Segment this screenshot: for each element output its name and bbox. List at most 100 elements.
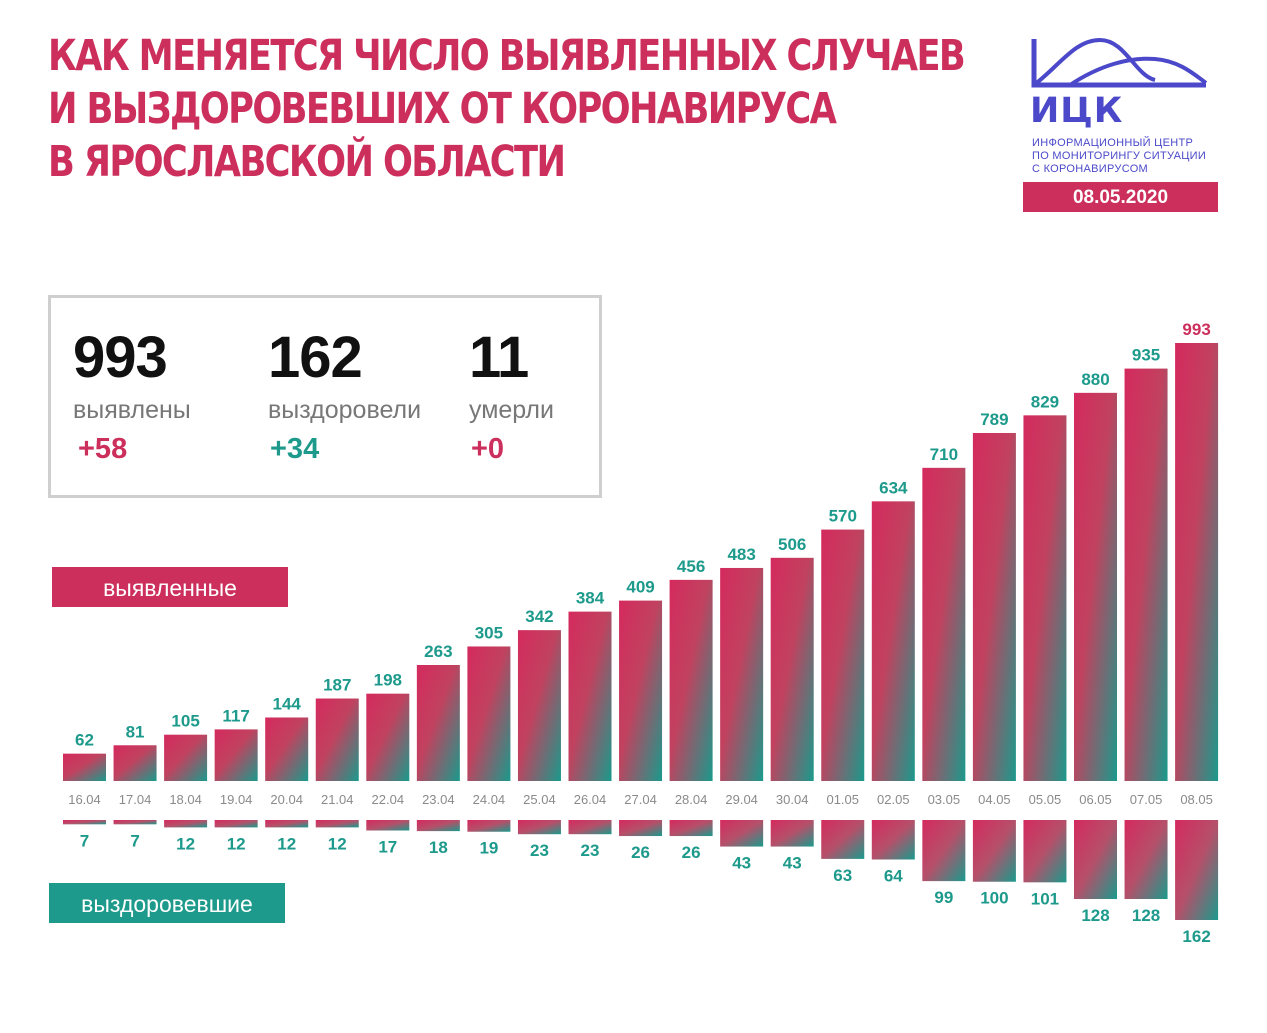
recovered-bar xyxy=(1124,820,1168,900)
detected-bar xyxy=(366,693,410,781)
recovered-value-label: 128 xyxy=(1132,906,1160,925)
logo-sub-line-3: С КОРОНАВИРУСОМ xyxy=(1032,163,1149,175)
logo-sub-line-2: ПО МОНИТОРИНГУ СИТУАЦИИ xyxy=(1032,150,1207,162)
detected-value-label: 263 xyxy=(424,642,452,661)
recovered-value-label: 17 xyxy=(378,837,397,856)
date-tick-label: 06.05 xyxy=(1079,792,1112,807)
detected-value-label: 880 xyxy=(1081,370,1109,389)
date-tick-label: 03.05 xyxy=(928,792,961,807)
detected-value-label: 62 xyxy=(75,731,94,750)
detected-value-label: 198 xyxy=(374,671,402,690)
recovered-bar xyxy=(315,820,359,828)
stat-recovered-value: 162 xyxy=(268,325,363,390)
detected-value-label: 105 xyxy=(171,712,199,731)
date-tick-label: 07.05 xyxy=(1130,792,1163,807)
detected-bars: 62 81 105 117 144 187 198 263 305 342 384 409 456 483… xyxy=(63,320,1219,781)
detected-bar xyxy=(619,600,663,781)
legend-recovered: выздоровевшие xyxy=(49,883,285,923)
detected-bar xyxy=(972,432,1016,781)
recovered-bars: 7 7 12 12 12 12 17 18 19 23 23 26 26 43 43 63 64 99 100 101… xyxy=(63,820,1219,946)
detected-value-label: 409 xyxy=(626,578,654,597)
legend-detected: выявленные xyxy=(52,567,288,607)
detected-bar xyxy=(821,529,865,781)
recovered-bar xyxy=(1175,820,1219,920)
stat-detected: 993 выявлены +58 xyxy=(73,328,191,466)
recovered-value-label: 26 xyxy=(631,843,650,862)
recovered-value-label: 12 xyxy=(328,834,347,853)
detected-value-label: 570 xyxy=(829,507,857,526)
recovered-bar xyxy=(214,820,258,828)
detected-bar xyxy=(315,698,359,781)
recovered-bar xyxy=(366,820,410,831)
detected-value-label: 935 xyxy=(1132,346,1160,365)
date-tick-label: 17.04 xyxy=(119,792,152,807)
detected-bar xyxy=(214,729,258,781)
stat-detected-value: 993 xyxy=(73,325,168,390)
detected-value-label: 829 xyxy=(1031,392,1059,411)
detected-bar xyxy=(669,579,713,781)
detected-value-label: 342 xyxy=(525,607,553,626)
date-tick-label: 27.04 xyxy=(624,792,657,807)
date-tick-label: 21.04 xyxy=(321,792,354,807)
recovered-value-label: 43 xyxy=(783,854,802,873)
date-tick-label: 01.05 xyxy=(826,792,859,807)
recovered-bar xyxy=(720,820,764,847)
recovered-bar xyxy=(416,820,460,832)
detected-value-label: 506 xyxy=(778,535,806,554)
stat-died-value: 11 xyxy=(469,325,529,390)
detected-value-label: 710 xyxy=(930,445,958,464)
detected-bar xyxy=(416,664,460,781)
date-tick-label: 28.04 xyxy=(675,792,708,807)
title-line-2: И ВЫЗДОРОВЕВШИХ ОТ КОРОНАВИРУСА xyxy=(48,84,837,134)
date-tick-label: 23.04 xyxy=(422,792,455,807)
stat-recovered-delta: +34 xyxy=(270,433,320,465)
stat-detected-label: выявлены xyxy=(73,396,191,424)
detected-bar xyxy=(1023,415,1067,781)
recovered-bar xyxy=(619,820,663,837)
recovered-value-label: 100 xyxy=(980,889,1008,908)
detected-value-label: 789 xyxy=(980,410,1008,429)
recovered-value-label: 23 xyxy=(530,841,549,860)
recovered-value-label: 43 xyxy=(732,854,751,873)
date-tick-label: 19.04 xyxy=(220,792,253,807)
recovered-bar xyxy=(113,820,157,825)
detected-bar xyxy=(568,611,612,781)
detected-bar xyxy=(1124,368,1168,781)
detected-value-label: 384 xyxy=(576,589,605,608)
recovered-bar xyxy=(265,820,309,828)
detected-bar xyxy=(1074,392,1117,781)
stat-died-label: умерли xyxy=(469,396,554,424)
recovered-bar xyxy=(1023,820,1067,883)
recovered-value-label: 12 xyxy=(277,834,296,853)
detected-bar xyxy=(467,646,511,781)
recovered-bar xyxy=(669,820,713,837)
logo-sub-line-1: ИНФОРМАЦИОННЫЙ ЦЕНТР xyxy=(1032,137,1194,149)
recovered-value-label: 128 xyxy=(1081,906,1109,925)
recovered-value-label: 12 xyxy=(176,834,195,853)
detected-value-label: 483 xyxy=(727,545,755,564)
detected-value-label: 117 xyxy=(222,706,249,725)
date-tick-label: 26.04 xyxy=(574,792,607,807)
detected-bar xyxy=(113,745,157,781)
recovered-value-label: 101 xyxy=(1031,889,1059,908)
recovered-bar xyxy=(972,820,1016,882)
detected-bar xyxy=(1175,343,1219,781)
recovered-value-label: 63 xyxy=(833,866,852,885)
detected-bar xyxy=(720,567,764,781)
recovered-value-label: 19 xyxy=(479,839,498,858)
recovered-bar xyxy=(770,820,814,847)
detected-bar xyxy=(164,734,208,781)
stat-died-delta: +0 xyxy=(471,433,505,465)
date-tick-label: 02.05 xyxy=(877,792,910,807)
recovered-bar xyxy=(164,820,208,828)
recovered-bar xyxy=(517,820,561,835)
date-tick-label: 16.04 xyxy=(68,792,101,807)
summary-stats-box: 993 выявлены +58 162 выздоровели +34 11 … xyxy=(48,295,602,498)
date-labels: 16.04 17.04 18.04 19.04 20.04 21.04 22.04 23.04… xyxy=(68,792,1213,807)
detected-value-label: 81 xyxy=(126,722,145,741)
stat-died: 11 умерли +0 xyxy=(469,328,554,466)
date-tick-label: 25.04 xyxy=(523,792,556,807)
recovered-bar xyxy=(568,820,612,835)
title-line-3: В ЯРОСЛАВСКОЙ ОБЛАСТИ xyxy=(48,137,566,187)
date-badge: 08.05.2020 xyxy=(1023,182,1218,212)
